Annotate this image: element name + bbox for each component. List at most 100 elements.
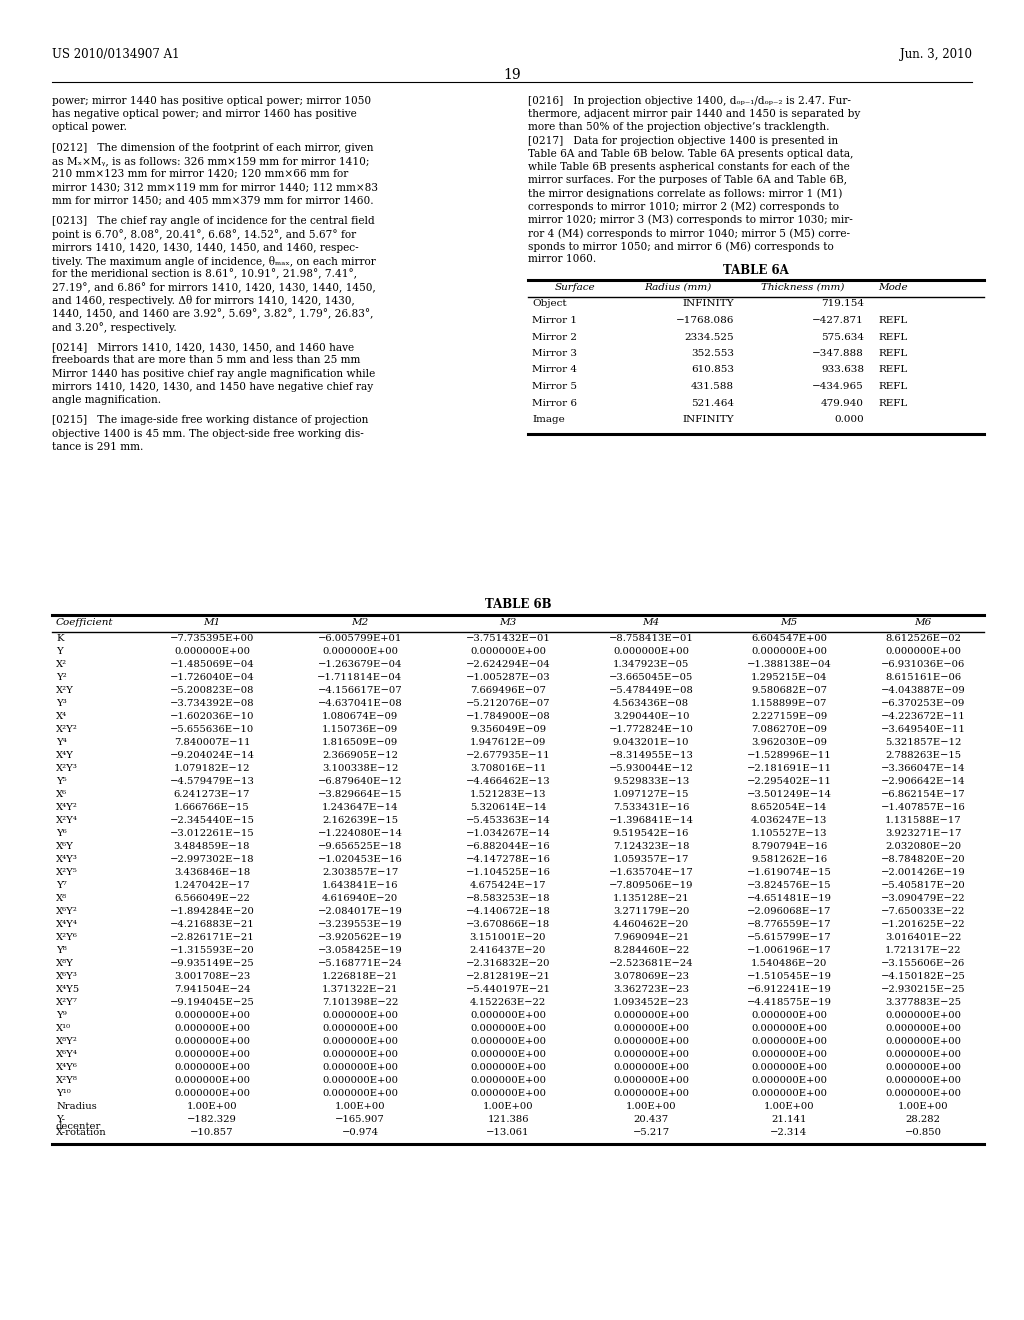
Text: −4.147278E−16: −4.147278E−16 xyxy=(466,855,551,865)
Text: [0217]   Data for projection objective 1400 is presented in: [0217] Data for projection objective 140… xyxy=(528,136,838,145)
Text: 0.000000E+00: 0.000000E+00 xyxy=(885,1063,961,1072)
Text: 1440, 1450, and 1460 are 3.92°, 5.69°, 3.82°, 1.79°, 26.83°,: 1440, 1450, and 1460 are 3.92°, 5.69°, 3… xyxy=(52,309,374,319)
Text: Thickness (mm): Thickness (mm) xyxy=(761,282,845,292)
Text: point is 6.70°, 8.08°, 20.41°, 6.68°, 14.52°, and 5.67° for: point is 6.70°, 8.08°, 20.41°, 6.68°, 14… xyxy=(52,230,356,240)
Text: 5.321857E−12: 5.321857E−12 xyxy=(885,738,962,747)
Text: −5.453363E−14: −5.453363E−14 xyxy=(466,816,550,825)
Text: −1.772824E−10: −1.772824E−10 xyxy=(608,725,693,734)
Text: Y⁶: Y⁶ xyxy=(56,829,67,838)
Text: −9.194045E−25: −9.194045E−25 xyxy=(170,998,254,1007)
Text: and 1460, respectively. Δθ for mirrors 1410, 1420, 1430,: and 1460, respectively. Δθ for mirrors 1… xyxy=(52,296,354,306)
Text: 719.154: 719.154 xyxy=(821,300,864,309)
Text: 3.001708E−23: 3.001708E−23 xyxy=(174,972,250,981)
Text: −5.615799E−17: −5.615799E−17 xyxy=(746,933,831,942)
Text: 1.00E+00: 1.00E+00 xyxy=(764,1102,814,1111)
Text: 0.000000E+00: 0.000000E+00 xyxy=(174,1063,250,1072)
Text: −1768.086: −1768.086 xyxy=(676,315,734,325)
Text: 9.043201E−10: 9.043201E−10 xyxy=(612,738,689,747)
Text: X¹⁰: X¹⁰ xyxy=(56,1024,71,1034)
Text: X²Y⁸: X²Y⁸ xyxy=(56,1076,78,1085)
Text: 7.669496E−07: 7.669496E−07 xyxy=(470,686,546,696)
Text: X⁸: X⁸ xyxy=(56,894,68,903)
Text: REFL: REFL xyxy=(879,315,907,325)
Text: −2.084017E−19: −2.084017E−19 xyxy=(317,907,402,916)
Text: 2.788263E−15: 2.788263E−15 xyxy=(885,751,962,760)
Text: 4.460462E−20: 4.460462E−20 xyxy=(613,920,689,929)
Text: −1.006196E−17: −1.006196E−17 xyxy=(746,946,831,954)
Text: −3.239553E−19: −3.239553E−19 xyxy=(317,920,402,929)
Text: −8.784820E−20: −8.784820E−20 xyxy=(881,855,966,865)
Text: −13.061: −13.061 xyxy=(486,1129,529,1137)
Text: 0.000000E+00: 0.000000E+00 xyxy=(885,1089,961,1098)
Text: Mirror 6: Mirror 6 xyxy=(532,399,577,408)
Text: Object: Object xyxy=(532,300,566,309)
Text: −2.677935E−11: −2.677935E−11 xyxy=(466,751,550,760)
Text: −4.140672E−18: −4.140672E−18 xyxy=(466,907,551,916)
Text: −427.871: −427.871 xyxy=(812,315,864,325)
Text: −1.726040E−04: −1.726040E−04 xyxy=(170,673,254,682)
Text: −3.090479E−22: −3.090479E−22 xyxy=(881,894,966,903)
Text: 3.271179E−20: 3.271179E−20 xyxy=(612,907,689,916)
Text: 8.615161E−06: 8.615161E−06 xyxy=(885,673,962,682)
Text: 19: 19 xyxy=(503,69,521,82)
Text: 1.059357E−17: 1.059357E−17 xyxy=(612,855,689,865)
Text: M2: M2 xyxy=(351,618,369,627)
Text: 2.162639E−15: 2.162639E−15 xyxy=(322,816,398,825)
Text: −1.711814E−04: −1.711814E−04 xyxy=(317,673,402,682)
Text: X²Y²: X²Y² xyxy=(56,725,78,734)
Text: Mirror 3: Mirror 3 xyxy=(532,348,577,358)
Text: 0.000000E+00: 0.000000E+00 xyxy=(174,1024,250,1034)
Text: 7.124323E−18: 7.124323E−18 xyxy=(612,842,689,851)
Text: 9.580682E−07: 9.580682E−07 xyxy=(751,686,827,696)
Text: X⁶Y²: X⁶Y² xyxy=(56,907,78,916)
Text: 0.000000E+00: 0.000000E+00 xyxy=(470,1049,546,1059)
Text: 9.356049E−09: 9.356049E−09 xyxy=(470,725,546,734)
Text: 1.521283E−13: 1.521283E−13 xyxy=(470,789,546,799)
Text: −347.888: −347.888 xyxy=(812,348,864,358)
Text: 0.000000E+00: 0.000000E+00 xyxy=(322,1024,398,1034)
Text: [0213]   The chief ray angle of incidence for the central field: [0213] The chief ray angle of incidence … xyxy=(52,216,375,226)
Text: TABLE 6A: TABLE 6A xyxy=(723,264,788,277)
Text: −5.217: −5.217 xyxy=(633,1129,670,1137)
Text: 0.000000E+00: 0.000000E+00 xyxy=(470,1038,546,1045)
Text: −3.670866E−18: −3.670866E−18 xyxy=(466,920,550,929)
Text: 1.247042E−17: 1.247042E−17 xyxy=(174,880,250,890)
Text: 27.19°, and 6.86° for mirrors 1410, 1420, 1430, 1440, 1450,: 27.19°, and 6.86° for mirrors 1410, 1420… xyxy=(52,282,376,293)
Text: 1.347923E−05: 1.347923E−05 xyxy=(612,660,689,669)
Text: INFINITY: INFINITY xyxy=(682,414,734,424)
Text: −3.665045E−05: −3.665045E−05 xyxy=(609,673,693,682)
Text: 7.086270E−09: 7.086270E−09 xyxy=(751,725,827,734)
Text: −3.920562E−19: −3.920562E−19 xyxy=(317,933,402,942)
Text: −2.295402E−11: −2.295402E−11 xyxy=(746,777,831,785)
Text: −1.020453E−16: −1.020453E−16 xyxy=(317,855,402,865)
Text: 0.000000E+00: 0.000000E+00 xyxy=(751,1076,827,1085)
Text: 1.226818E−21: 1.226818E−21 xyxy=(322,972,398,981)
Text: X-rotation: X-rotation xyxy=(56,1129,106,1137)
Text: −1.034267E−14: −1.034267E−14 xyxy=(466,829,551,838)
Text: 7.840007E−11: 7.840007E−11 xyxy=(174,738,250,747)
Text: 3.923271E−17: 3.923271E−17 xyxy=(885,829,962,838)
Text: −1.315593E−20: −1.315593E−20 xyxy=(170,946,254,954)
Text: X⁸Y: X⁸Y xyxy=(56,960,74,968)
Text: −3.751432E−01: −3.751432E−01 xyxy=(466,634,551,643)
Text: −4.637041E−08: −4.637041E−08 xyxy=(317,700,402,708)
Text: tively. The maximum angle of incidence, θₘₐₓ, on each mirror: tively. The maximum angle of incidence, … xyxy=(52,256,376,267)
Text: −5.478449E−08: −5.478449E−08 xyxy=(608,686,693,696)
Text: REFL: REFL xyxy=(879,399,907,408)
Text: M1: M1 xyxy=(204,618,220,627)
Text: −5.440197E−21: −5.440197E−21 xyxy=(466,985,551,994)
Text: −2.997302E−18: −2.997302E−18 xyxy=(170,855,254,865)
Text: freeboards that are more than 5 mm and less than 25 mm: freeboards that are more than 5 mm and l… xyxy=(52,355,360,366)
Text: −7.809506E−19: −7.809506E−19 xyxy=(608,880,693,890)
Text: 3.078069E−23: 3.078069E−23 xyxy=(613,972,689,981)
Text: X⁴Y³: X⁴Y³ xyxy=(56,855,78,865)
Text: 1.00E+00: 1.00E+00 xyxy=(898,1102,948,1111)
Text: 0.000000E+00: 0.000000E+00 xyxy=(613,1024,689,1034)
Text: X⁶Y³: X⁶Y³ xyxy=(56,972,78,981)
Text: power; mirror 1440 has positive optical power; mirror 1050: power; mirror 1440 has positive optical … xyxy=(52,96,371,106)
Text: −2.316832E−20: −2.316832E−20 xyxy=(466,960,550,968)
Text: −6.370253E−09: −6.370253E−09 xyxy=(881,700,966,708)
Text: REFL: REFL xyxy=(879,366,907,375)
Text: −165.907: −165.907 xyxy=(335,1115,385,1125)
Text: −2.826171E−21: −2.826171E−21 xyxy=(170,933,254,942)
